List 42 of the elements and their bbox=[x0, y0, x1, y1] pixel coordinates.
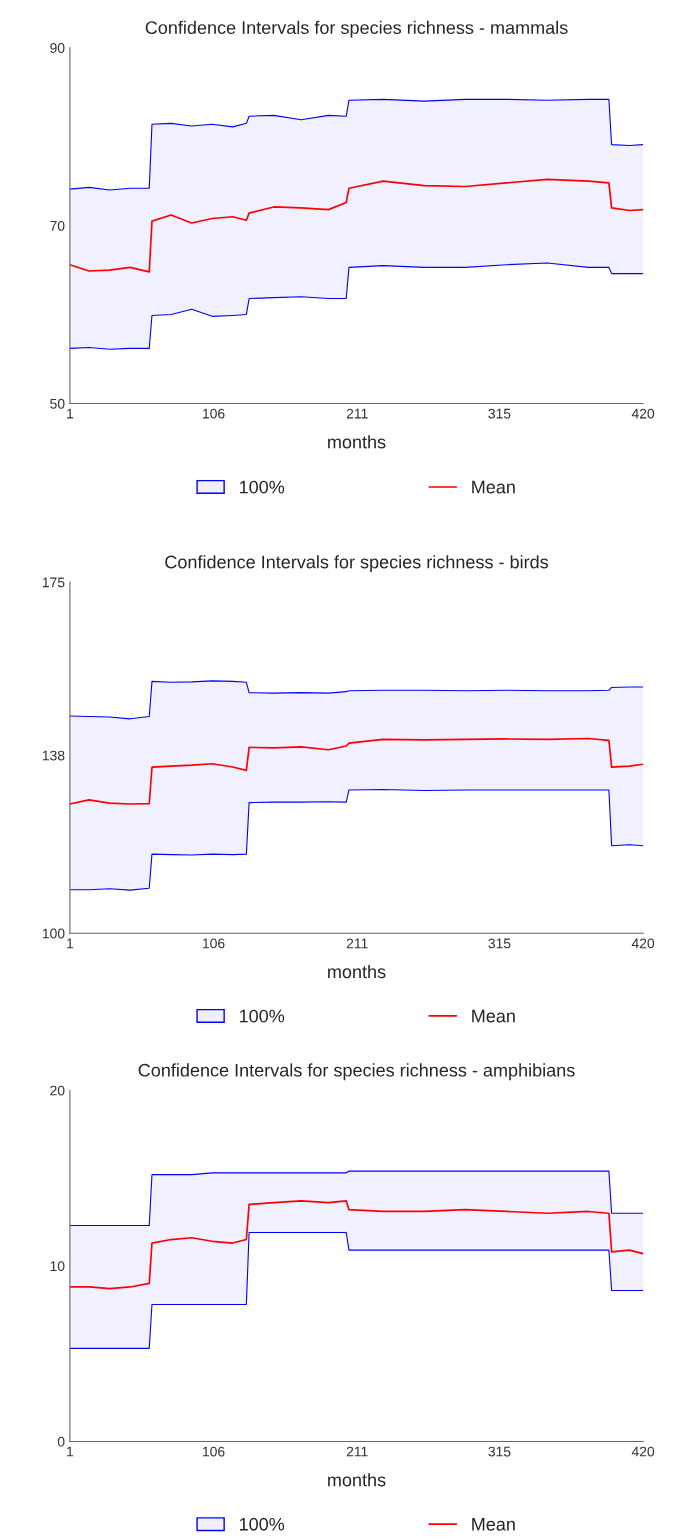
x-axis-title: months bbox=[328, 1473, 386, 1487]
y-tick-label: 20 bbox=[50, 1085, 65, 1096]
legend-label: Mean bbox=[472, 1009, 515, 1023]
line-series bbox=[69, 178, 644, 273]
x-tick-label: 211 bbox=[346, 408, 368, 419]
x-tick-label: 1 bbox=[67, 1446, 74, 1457]
x-tick-label: 420 bbox=[631, 408, 655, 419]
line-series bbox=[69, 262, 644, 350]
x-tick-label: 211 bbox=[346, 938, 368, 949]
y-tick-label: 10 bbox=[50, 1261, 65, 1272]
legend-label: 100% bbox=[239, 1009, 285, 1023]
line-series bbox=[69, 737, 644, 805]
x-tick-label: 420 bbox=[631, 938, 655, 949]
legend-label: Mean bbox=[472, 480, 515, 494]
x-tick-label: 211 bbox=[346, 1446, 368, 1457]
x-axis-title: months bbox=[328, 964, 386, 979]
chart-title: Confidence Intervals for species richness - amphibians bbox=[138, 1063, 575, 1081]
y-tick-label: 175 bbox=[42, 577, 65, 588]
x-tick-label: 1 bbox=[67, 938, 74, 949]
x-tick-label: 1 bbox=[67, 408, 74, 419]
legend-label: 100% bbox=[239, 1517, 285, 1531]
y-tick-label: 0 bbox=[57, 1436, 65, 1447]
legend-label: Mean bbox=[472, 1518, 515, 1531]
x-tick-label: 106 bbox=[203, 1446, 225, 1457]
y-tick-label: 90 bbox=[50, 43, 65, 53]
line-series bbox=[69, 1200, 644, 1290]
x-tick-label: 106 bbox=[203, 408, 225, 419]
chart-title: Confidence Intervals for species richness - mammals bbox=[145, 20, 568, 38]
x-tick-label: 315 bbox=[488, 1446, 511, 1457]
chart-title: Confidence Intervals for species richness - birds bbox=[165, 555, 549, 572]
x-tick-label: 420 bbox=[631, 1446, 655, 1457]
y-tick-label: 100 bbox=[42, 928, 65, 939]
line-series bbox=[69, 788, 644, 891]
x-tick-label: 315 bbox=[488, 938, 511, 949]
x-tick-label: 315 bbox=[488, 408, 511, 419]
x-tick-label: 106 bbox=[203, 938, 225, 949]
legend-label: 100% bbox=[239, 480, 285, 494]
y-tick-label: 50 bbox=[50, 398, 65, 409]
y-tick-label: 70 bbox=[50, 220, 65, 231]
y-tick-label: 138 bbox=[42, 750, 65, 761]
x-axis-title: months bbox=[328, 435, 386, 449]
line-series bbox=[69, 1231, 644, 1349]
